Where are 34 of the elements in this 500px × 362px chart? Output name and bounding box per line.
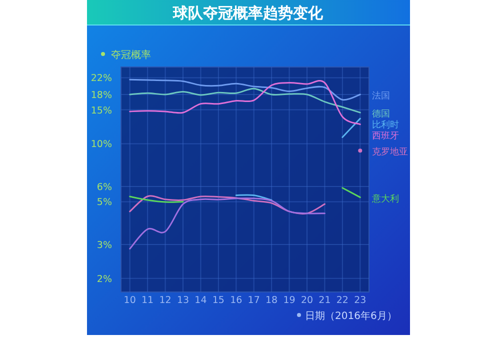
y-axis-title: 夺冠概率	[111, 49, 151, 61]
x-tick-label: 21	[318, 295, 331, 306]
chart-title: 球队夺冠概率趋势变化	[172, 4, 324, 22]
x-tick-label: 17	[248, 295, 260, 306]
x-tick-label: 16	[230, 295, 242, 306]
y-tick-label: 22%	[90, 73, 112, 84]
y-tick-label: 18%	[90, 90, 112, 101]
line-series	[129, 78, 361, 101]
x-tick-label: 22	[336, 295, 348, 306]
x-tick-label: 15	[212, 295, 224, 306]
legend-label: 克罗地亚	[372, 146, 408, 158]
series-label: 西班牙	[372, 130, 399, 142]
x-tick-label: 13	[176, 295, 190, 306]
x-tick-label: 23	[354, 295, 366, 306]
series-label: 比利时	[372, 120, 399, 131]
x-tick-label: 10	[124, 295, 136, 306]
x-tick-label: 11	[142, 295, 154, 306]
series-label: 法国	[372, 90, 390, 102]
x-tick-label: 18	[266, 295, 278, 306]
x-axis-title: 日期（2016年6月）	[305, 310, 397, 322]
y-tick-label: 5%	[96, 197, 112, 208]
x-tick-label: 20	[300, 295, 314, 306]
series-label: 德国	[372, 108, 390, 120]
y-tick-label: 6%	[96, 182, 112, 193]
y-tick-label: 10%	[90, 139, 112, 150]
y-tick-label: 2%	[96, 274, 112, 285]
x-tick-label: 19	[283, 295, 296, 306]
line-series	[129, 88, 361, 114]
series-label: 意大利	[371, 193, 399, 204]
y-tick-label: 15%	[90, 105, 112, 116]
x-tick-label: 12	[159, 295, 172, 306]
x-tick-label: 14	[194, 295, 207, 306]
line-series	[129, 197, 326, 250]
y-tick-label: 3%	[96, 240, 112, 251]
